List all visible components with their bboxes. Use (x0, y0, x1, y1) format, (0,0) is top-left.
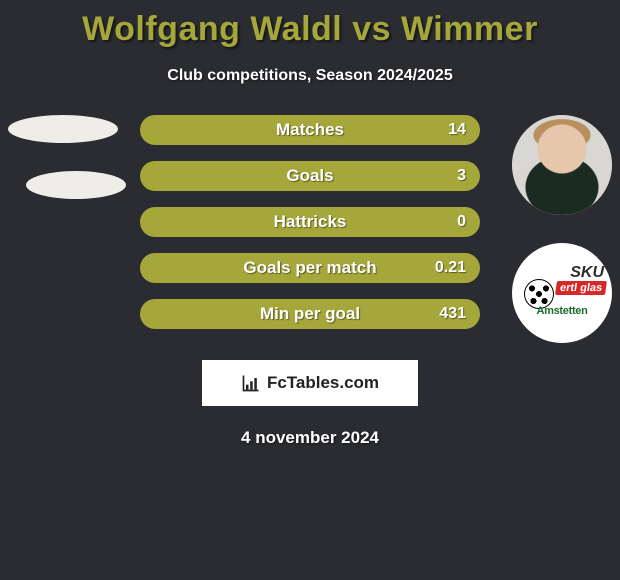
stat-value-right: 0.21 (435, 259, 466, 277)
stat-value-right: 0 (436, 213, 466, 231)
club-logo-bottom-text: Amstetten (512, 305, 612, 317)
player-right-club-logo: SKU ertl glas Amstetten (512, 243, 612, 343)
stats-area: SKU ertl glas Amstetten Matches 14 Goals… (0, 115, 620, 350)
bar-chart-icon (241, 373, 261, 393)
stat-bars-container: Matches 14 Goals 3 Hattricks 0 Goals per… (140, 115, 480, 345)
stat-label: Hattricks (140, 212, 480, 232)
stat-bar-hattricks: Hattricks 0 (140, 207, 480, 237)
stat-bar-goals: Goals 3 (140, 161, 480, 191)
stat-label: Min per goal (140, 304, 480, 324)
stat-label: Matches (140, 120, 480, 140)
club-logo-sponsor-text: ertl glas (555, 281, 607, 295)
club-logo-top-text: SKU (570, 265, 604, 281)
right-player-column: SKU ertl glas Amstetten (512, 115, 612, 343)
stat-bar-min-per-goal: Min per goal 431 (140, 299, 480, 329)
left-player-column (8, 115, 126, 227)
stat-value-right: 431 (436, 305, 466, 323)
player-left-avatar-placeholder (8, 115, 118, 143)
page-title: Wolfgang Waldl vs Wimmer (0, 0, 620, 49)
page-subtitle: Club competitions, Season 2024/2025 (0, 67, 620, 85)
stat-label: Goals (140, 166, 480, 186)
stat-label: Goals per match (140, 258, 480, 278)
face-icon (512, 115, 612, 215)
player-right-avatar (512, 115, 612, 215)
stat-bar-matches: Matches 14 (140, 115, 480, 145)
player-left-club-placeholder (26, 171, 126, 199)
watermark-text: FcTables.com (267, 373, 379, 393)
stat-value-right: 14 (436, 121, 466, 139)
date-text: 4 november 2024 (0, 428, 620, 448)
watermark-badge: FcTables.com (202, 360, 418, 406)
stat-bar-goals-per-match: Goals per match 0.21 (140, 253, 480, 283)
stat-value-right: 3 (436, 167, 466, 185)
